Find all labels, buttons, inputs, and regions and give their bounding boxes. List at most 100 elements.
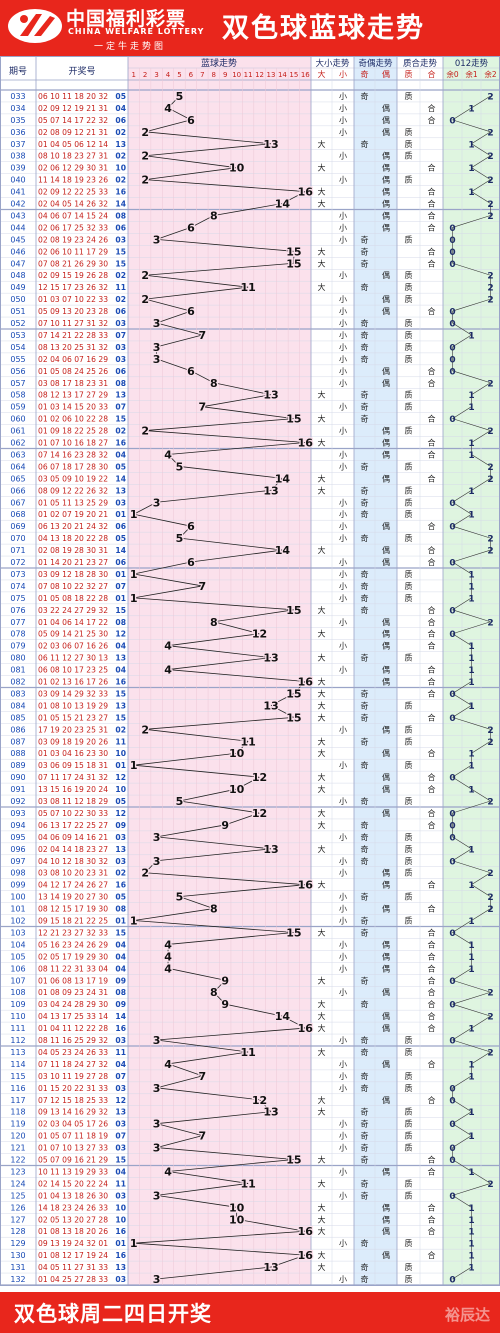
prime-mark: 质 (405, 844, 413, 854)
mod-value: 0 (449, 367, 455, 377)
mod-trend-segment (452, 968, 472, 981)
blue-trend-point: 13 (263, 138, 278, 151)
size-mark: 小 (339, 1072, 347, 1081)
issue-cell: 048 (10, 271, 25, 280)
blue-trend-segment (156, 836, 272, 850)
prime-mark: 合 (428, 438, 436, 448)
issue-cell: 119 (10, 1120, 25, 1129)
parity-mark: 偶 (382, 1250, 390, 1260)
blue-trend-segment (145, 872, 306, 886)
blue-ball-cell: 15 (115, 415, 126, 424)
red-balls-cell: 01 02 07 19 20 21 (38, 510, 108, 519)
mod-value: 1 (468, 1132, 474, 1142)
prime-mark: 合 (428, 1166, 436, 1176)
blue-trend-segment (145, 167, 237, 181)
trend-tick-label: 10 (232, 71, 241, 79)
parity-mark: 奇 (361, 581, 369, 591)
blue-ball-cell: 14 (115, 474, 126, 483)
issue-cell: 071 (10, 546, 25, 555)
issue-cell: 051 (10, 307, 25, 316)
prime-mark: 合 (428, 1011, 436, 1021)
red-balls-cell: 01 03 04 16 23 30 (38, 749, 108, 758)
prime-mark: 质 (405, 318, 413, 328)
size-mark: 大 (318, 975, 326, 985)
blue-ball-cell: 13 (115, 1263, 126, 1272)
red-balls-cell: 01 04 25 27 28 33 (38, 1275, 108, 1284)
mod-value: 2 (487, 738, 493, 748)
prime-mark: 质 (405, 1035, 413, 1045)
blue-trend-segment (190, 549, 283, 563)
blue-trend-segment (179, 525, 192, 539)
issue-cell: 081 (10, 666, 25, 675)
size-mark: 小 (339, 379, 347, 388)
blue-trend-segment (145, 298, 192, 312)
prime-mark: 合 (428, 1214, 436, 1224)
mod-value: 2 (487, 905, 493, 915)
mod-value: 0 (449, 499, 455, 509)
footer-banner: 双色球周二四日开奖 裕辰达 (0, 1292, 500, 1333)
mod-value: 0 (449, 774, 455, 784)
mod-trend-segment (452, 633, 472, 646)
mod-value: 0 (449, 714, 455, 724)
blue-trend-point: 4 (164, 448, 172, 461)
size-mark: 小 (339, 343, 347, 352)
issue-cell: 106 (10, 964, 25, 973)
size-mark: 小 (339, 618, 347, 627)
trend-tick-label: 5 (177, 71, 181, 79)
parity-mark: 奇 (361, 892, 369, 902)
issue-cell: 090 (10, 773, 25, 782)
mod-value: 0 (449, 1084, 455, 1094)
red-balls-cell: 12 15 17 23 26 32 (38, 283, 108, 292)
size-mark: 大 (318, 414, 326, 424)
mod-trend-segment (452, 1075, 472, 1089)
prime-mark: 质 (405, 1083, 413, 1093)
prime-mark: 合 (428, 808, 436, 818)
issue-cell: 101 (10, 905, 25, 914)
mod-value: 0 (449, 929, 455, 939)
size-mark: 小 (339, 1084, 347, 1093)
red-balls-cell: 05 09 13 20 23 28 (38, 307, 108, 316)
blue-ball-cell: 12 (115, 809, 126, 818)
prime-mark: 质 (405, 497, 413, 507)
mod-trend-segment (452, 621, 491, 635)
blue-trend-segment (133, 764, 260, 778)
red-balls-cell: 08 11 22 31 33 04 (38, 964, 108, 973)
mod-trend-segment (452, 848, 472, 862)
blue-ball-cell: 01 (115, 510, 126, 519)
red-balls-cell: 13 15 16 19 20 24 (38, 785, 108, 794)
blue-trend-segment (167, 107, 192, 121)
blue-ball-cell: 03 (115, 319, 126, 328)
red-balls-cell: 02 08 09 12 21 31 (38, 128, 108, 137)
blue-trend-point: 4 (164, 1165, 172, 1178)
red-balls-cell: 03 08 10 20 23 31 (38, 869, 108, 878)
issue-cell: 076 (10, 606, 25, 615)
mod-trend-segment (452, 764, 472, 778)
parity-mark: 奇 (361, 760, 369, 770)
mod-trend-segment (471, 908, 491, 921)
prime-mark: 合 (428, 521, 436, 531)
issue-cell: 127 (10, 1215, 25, 1224)
size-mark: 大 (318, 784, 326, 794)
blue-ball-cell: 13 (115, 701, 126, 710)
mod-trend-segment (452, 406, 472, 419)
size-mark: 小 (339, 1060, 347, 1069)
parity-mark: 奇 (361, 593, 369, 603)
size-mark: 大 (318, 1047, 326, 1057)
sub-header-label: 小 (339, 70, 347, 79)
blue-trend-point: 2 (141, 723, 149, 736)
size-mark: 大 (318, 999, 326, 1009)
issue-cell: 072 (10, 558, 25, 567)
prime-mark: 合 (428, 987, 436, 997)
mod-value: 1 (468, 570, 474, 580)
red-balls-cell: 08 12 13 17 27 29 (38, 391, 108, 400)
blue-trend-point: 6 (187, 305, 195, 318)
size-mark: 大 (318, 187, 326, 197)
blue-trend-segment (167, 967, 226, 981)
blue-trend-segment (156, 1111, 272, 1125)
blue-ball-cell: 03 (115, 1191, 126, 1200)
mod-value: 2 (487, 618, 493, 628)
mod-trend-segment (471, 95, 491, 109)
size-mark: 大 (318, 736, 326, 746)
red-balls-cell: 04 05 11 27 31 33 (38, 1263, 108, 1272)
blue-ball-cell: 16 (115, 1024, 126, 1033)
